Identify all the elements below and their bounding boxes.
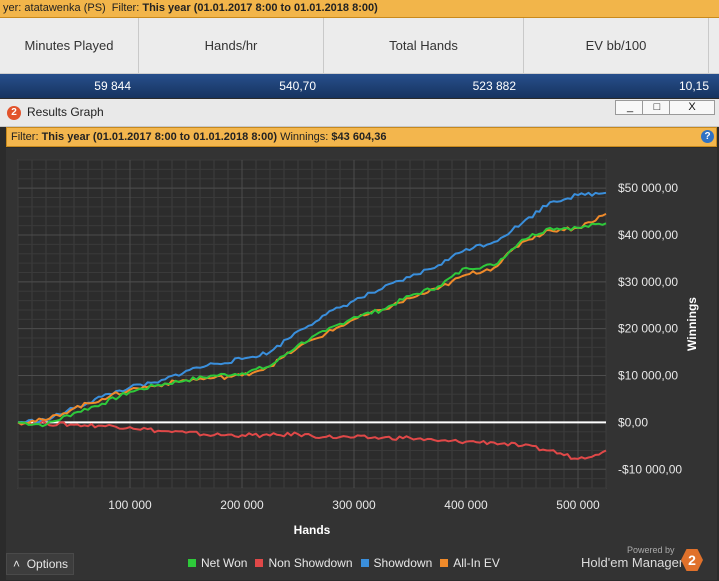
- player-name: yer: atatawenka (PS): [3, 2, 106, 14]
- x-tick-label: 200 000: [220, 498, 264, 512]
- minimize-button[interactable]: _: [615, 100, 645, 115]
- help-icon[interactable]: ?: [701, 130, 714, 143]
- maximize-button[interactable]: □: [642, 100, 672, 115]
- options-button[interactable]: ˄ Options: [6, 553, 74, 575]
- options-label: Options: [26, 557, 69, 571]
- stats-values-row[interactable]: 59 844 540,70 523 882 10,15: [0, 74, 719, 98]
- y-tick-label: -$10 000,00: [618, 462, 682, 476]
- brand-name: Hold'em Manager: [581, 555, 684, 570]
- legend-label-all-in-ev: All-In EV: [453, 556, 500, 570]
- window-title: Results Graph: [27, 105, 104, 119]
- stats-header-row: Minutes Played Hands/hr Total Hands EV b…: [0, 18, 719, 74]
- stats-header-total-hands[interactable]: Total Hands: [324, 18, 524, 73]
- legend-item-all-in-ev[interactable]: All-In EV: [440, 555, 500, 571]
- x-tick-label: 400 000: [444, 498, 488, 512]
- y-tick-label: $0,00: [618, 415, 648, 429]
- series-line-non-showdown: [17, 420, 607, 460]
- graph-filter-label: Filter:: [11, 131, 39, 143]
- close-button[interactable]: X: [669, 100, 715, 115]
- chart-legend: Net Won Non Showdown Showdown All-In EV: [188, 555, 508, 571]
- stats-value-total-hands: 523 882: [472, 79, 516, 93]
- top-filter-bar: yer: atatawenka (PS) Filter: This year (…: [0, 0, 719, 18]
- y-axis-label: Winnings: [685, 297, 699, 351]
- legend-swatch-showdown: [360, 559, 369, 567]
- stats-header-minutes[interactable]: Minutes Played: [0, 18, 139, 73]
- legend-label-net-won: Net Won: [201, 556, 248, 570]
- graph-filter-bar: Filter: This year (01.01.2017 8:00 to 01…: [6, 127, 717, 147]
- winnings-value: $43 604,36: [331, 131, 387, 143]
- holdem-manager-logo: 2: [681, 549, 703, 571]
- stats-header-hands-hr[interactable]: Hands/hr: [139, 18, 324, 73]
- top-filter-label: Filter:: [111, 2, 140, 14]
- x-tick-label: 100 000: [108, 498, 152, 512]
- results-chart[interactable]: $50 000,00 $40 000,00 $30 000,00 $20 000,00…: [6, 148, 717, 548]
- legend-swatch-all-in-ev: [440, 559, 449, 567]
- graph-panel: $50 000,00 $40 000,00 $30 000,00 $20 000,00…: [6, 148, 717, 580]
- stats-value-minutes: 59 844: [94, 79, 131, 93]
- legend-label-non-showdown: Non Showdown: [268, 556, 353, 570]
- powered-by-text: Powered by: [627, 545, 675, 555]
- y-tick-label: $40 000,00: [618, 228, 678, 242]
- top-filter-value[interactable]: This year (01.01.2017 8:00 to 01.01.2018…: [142, 2, 378, 14]
- y-tick-label: $10 000,00: [618, 369, 678, 383]
- legend-item-non-showdown[interactable]: Non Showdown: [255, 555, 353, 571]
- x-tick-label: 500 000: [556, 498, 600, 512]
- y-tick-label: $50 000,00: [618, 181, 678, 195]
- winnings-label: Winnings:: [280, 131, 329, 143]
- stats-header-spacer: [709, 18, 719, 73]
- chevron-up-icon: ˄: [13, 557, 21, 571]
- legend-swatch-net-won: [188, 559, 196, 567]
- window-title-bar[interactable]: [0, 99, 719, 127]
- legend-label-showdown: Showdown: [373, 556, 433, 570]
- y-tick-label: $20 000,00: [618, 322, 678, 336]
- legend-swatch-non-showdown: [255, 559, 264, 567]
- app-badge-icon: 2: [7, 106, 21, 120]
- stats-header-ev[interactable]: EV bb/100: [524, 18, 709, 73]
- legend-item-net-won[interactable]: Net Won: [188, 555, 247, 571]
- stats-value-hands-hr: 540,70: [279, 79, 316, 93]
- series-line-net-won: [17, 222, 607, 428]
- y-tick-label: $30 000,00: [618, 275, 678, 289]
- legend-item-showdown[interactable]: Showdown: [360, 555, 433, 571]
- x-axis-label: Hands: [294, 523, 331, 537]
- stats-value-ev: 10,15: [678, 79, 709, 93]
- x-tick-label: 300 000: [332, 498, 376, 512]
- graph-filter-value[interactable]: This year (01.01.2017 8:00 to 01.01.2018…: [41, 131, 277, 143]
- series-line-showdown: [17, 191, 607, 424]
